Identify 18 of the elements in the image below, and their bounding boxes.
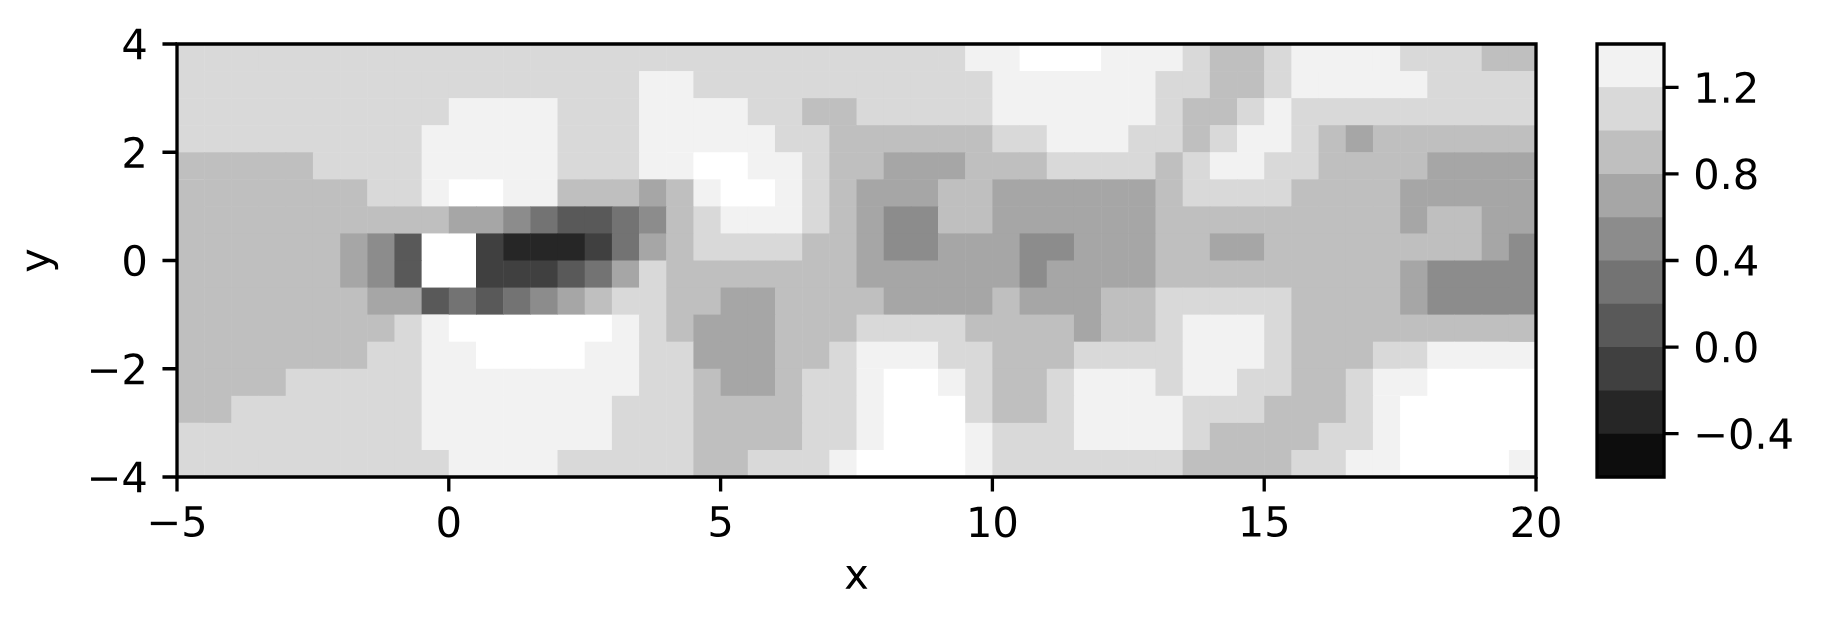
y-tick-label: 2 (124, 136, 144, 168)
color-bar-label: −0.4 (1697, 417, 1792, 450)
x-tick-label: 10 (970, 506, 1017, 538)
x-tick-label: 5 (710, 506, 731, 538)
color-bar-label: 0.8 (1695, 158, 1757, 190)
y-tick-label: −4 (91, 461, 146, 493)
x-tick-label: 0 (438, 506, 460, 538)
y-axis-title: y (26, 249, 59, 272)
color-bar-label: 1.2 (1697, 71, 1756, 103)
color-bar-label: 0.0 (1695, 331, 1757, 363)
x-tick-label: 15 (1242, 506, 1287, 538)
x-tick-label: 20 (1512, 506, 1560, 538)
y-tick-label: 0 (124, 244, 146, 277)
x-tick-label: −5 (150, 506, 204, 538)
x-axis-title: x (845, 566, 868, 589)
y-tick-label: −2 (91, 353, 144, 385)
y-tick-label: 4 (123, 28, 146, 60)
color-bar-label: 0.4 (1695, 244, 1757, 277)
